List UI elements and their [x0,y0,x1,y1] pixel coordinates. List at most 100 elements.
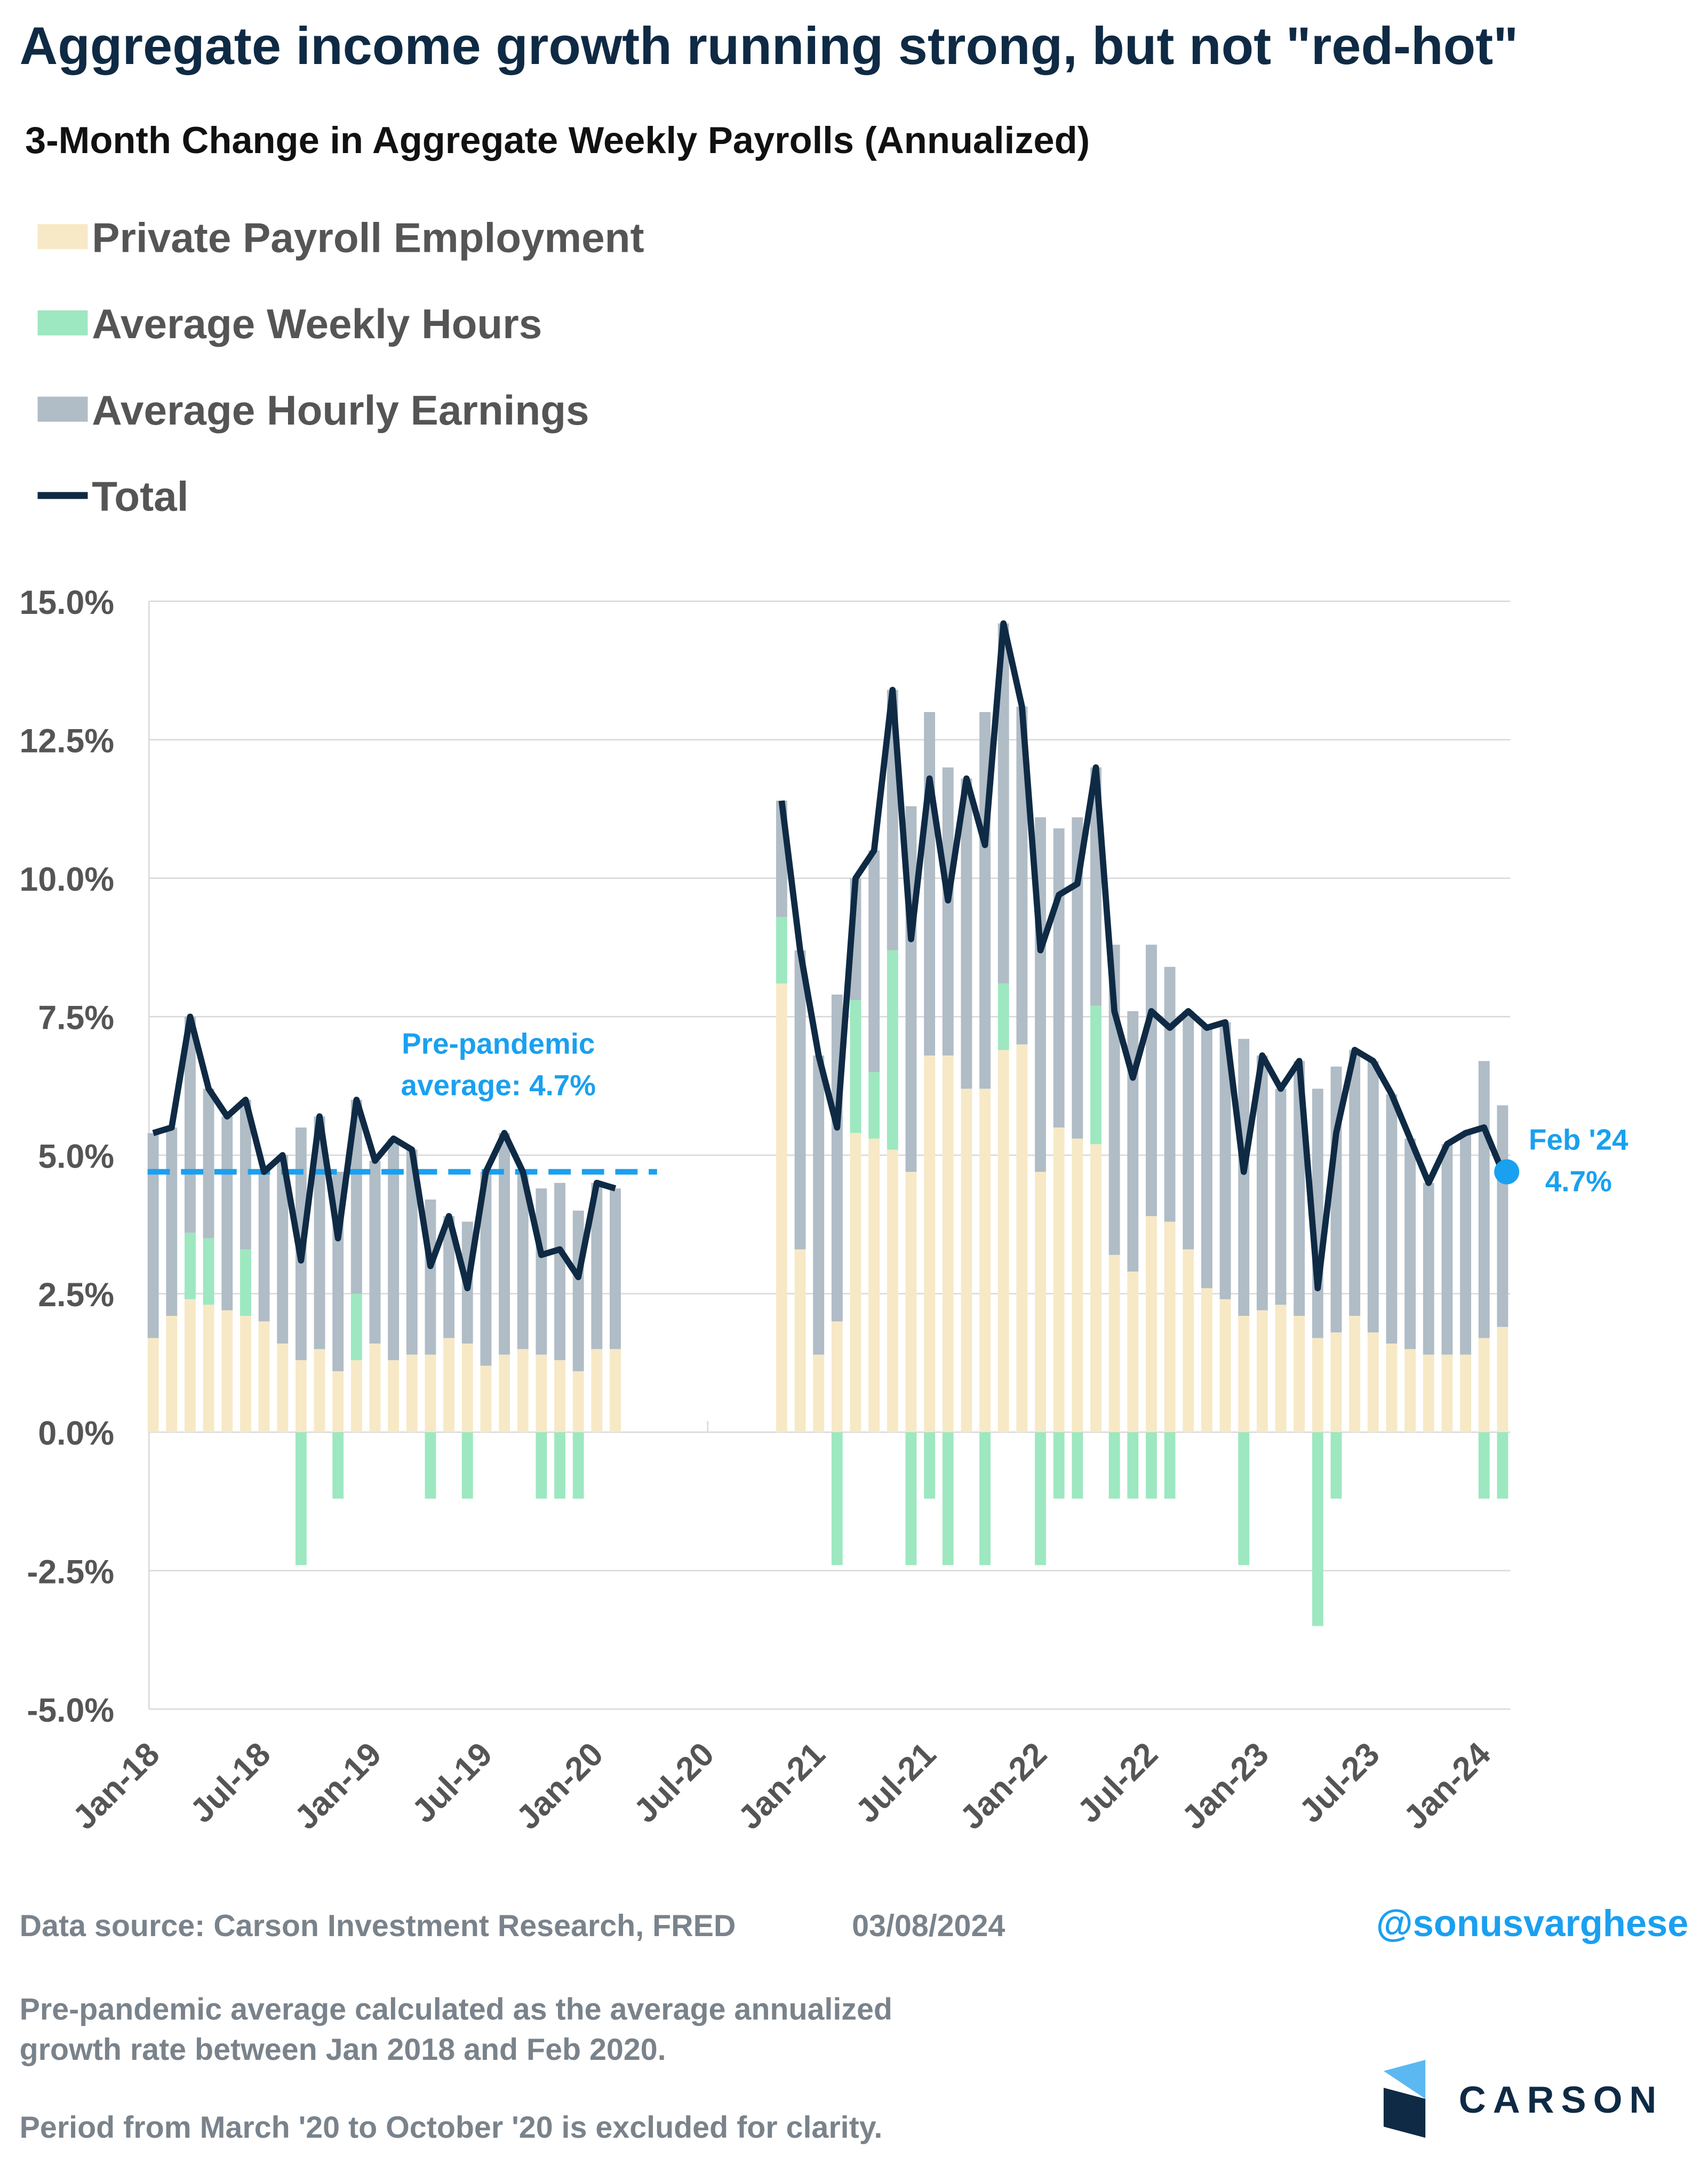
bar-segment [1183,1011,1194,1250]
chart-subtitle: 3-Month Change in Aggregate Weekly Payro… [25,119,1090,161]
bar-segment [184,1233,196,1299]
bar-segment [147,1338,159,1433]
bar-segment [240,1316,251,1433]
bar-segment [1330,1432,1342,1499]
bar-segment [147,1133,159,1338]
bar-segment [1145,1432,1157,1499]
bar-segment [1386,1094,1398,1344]
legend-swatch [37,396,88,422]
handle: @sonusvarghese [1376,1902,1688,1944]
bar-segment [868,1138,880,1433]
bar-segment [258,1172,270,1322]
bar-segment [1053,1127,1065,1433]
bar-segment [332,1432,344,1499]
note: Pre-pandemic average calculated as the a… [20,1992,892,2026]
bar-segment [1201,1288,1212,1433]
bar-segment [1367,1061,1379,1333]
bar-segment [461,1432,473,1499]
bar-segment [1016,1044,1028,1433]
bar-segment [1497,1105,1509,1327]
bar-segment [1478,1432,1490,1499]
bar-segment [554,1182,565,1361]
legend-swatch [37,310,88,335]
bar-segment [1423,1354,1434,1433]
bar-segment [1127,1271,1139,1433]
bar-segment [240,1100,251,1250]
bar-segment [1035,1432,1046,1565]
logo-text: CARSON [1459,2079,1664,2121]
y-tick-label: 5.0% [38,1138,114,1175]
y-tick-label: 7.5% [38,1000,114,1037]
bar-segment [369,1161,381,1344]
bar-segment [536,1432,547,1499]
bar-segment [1275,1089,1287,1305]
reference-label: Pre-pandemic [402,1027,595,1060]
bar-segment [425,1354,436,1433]
bar-segment [1164,1432,1176,1499]
bar-segment [1349,1050,1361,1316]
bar-segment [1404,1349,1416,1433]
bar-segment [1219,1299,1231,1433]
y-tick-label: 0.0% [38,1415,114,1452]
bar-segment [536,1188,547,1355]
bar-segment [1238,1316,1250,1433]
bar-segment [776,917,787,984]
bar-segment [850,1133,861,1433]
bar-segment [794,950,806,1250]
bar-segment [517,1172,529,1349]
bar-segment [425,1432,436,1499]
note: growth rate between Jan 2018 and Feb 202… [20,2033,666,2067]
bar-segment [1497,1326,1509,1433]
bar-segment [1053,1432,1065,1499]
bar-segment [1183,1249,1194,1433]
y-tick-label: -2.5% [27,1553,115,1590]
bar-segment [1053,828,1065,1128]
bar-segment [1145,945,1157,1217]
bar-segment [1016,706,1028,1045]
x-tick-label: Jul-22 [1071,1736,1165,1830]
bar-segment [1349,1316,1361,1433]
bar-segment [1090,1144,1102,1433]
x-tick-label: Jan-22 [953,1736,1054,1837]
y-tick-label: 2.5% [38,1276,114,1314]
x-tick-label: Jul-23 [1292,1736,1386,1830]
bar-segment [1386,1343,1398,1433]
bar-segment [240,1249,251,1316]
x-tick-label: Jan-24 [1396,1735,1498,1836]
bar-segment [887,950,898,1150]
bar-segment [1127,1432,1139,1499]
bar-segment [406,1354,418,1433]
bar-segment [1275,1305,1287,1433]
x-tick-label: Jan-19 [288,1736,389,1837]
bar-segment [961,778,972,1089]
bar-segment [350,1360,362,1433]
bar-segment [1404,1138,1416,1349]
bar-segment [332,1371,344,1433]
reference-label: average: 4.7% [401,1069,596,1102]
source: Data source: Carson Investment Research,… [20,1909,736,1943]
bar-segment [1035,1172,1046,1433]
bar-segment [1108,1254,1120,1433]
bar-segment [813,1354,825,1433]
bar-segment [831,1321,843,1433]
note: Period from March '20 to October '20 is … [20,2111,883,2145]
end-value-label: 4.7% [1545,1165,1612,1198]
y-tick-label: 10.0% [20,861,115,898]
bar-segment [499,1133,510,1355]
bar-segment [443,1338,455,1433]
date: 03/08/2024 [852,1909,1005,1943]
bar-segment [295,1432,307,1565]
bar-segment [480,1172,492,1366]
chart-title: Aggregate income growth running strong, … [20,17,1519,76]
bar-segment [1330,1332,1342,1433]
bar-segment [1072,1138,1083,1433]
bar-segment [480,1365,492,1433]
bar-segment [221,1116,233,1310]
x-tick-label: Jul-19 [405,1736,499,1830]
bar-segment [388,1360,400,1433]
x-tick-label: Jul-20 [627,1736,721,1830]
x-tick-label: Jan-21 [731,1736,832,1837]
bar-segment [499,1354,510,1433]
